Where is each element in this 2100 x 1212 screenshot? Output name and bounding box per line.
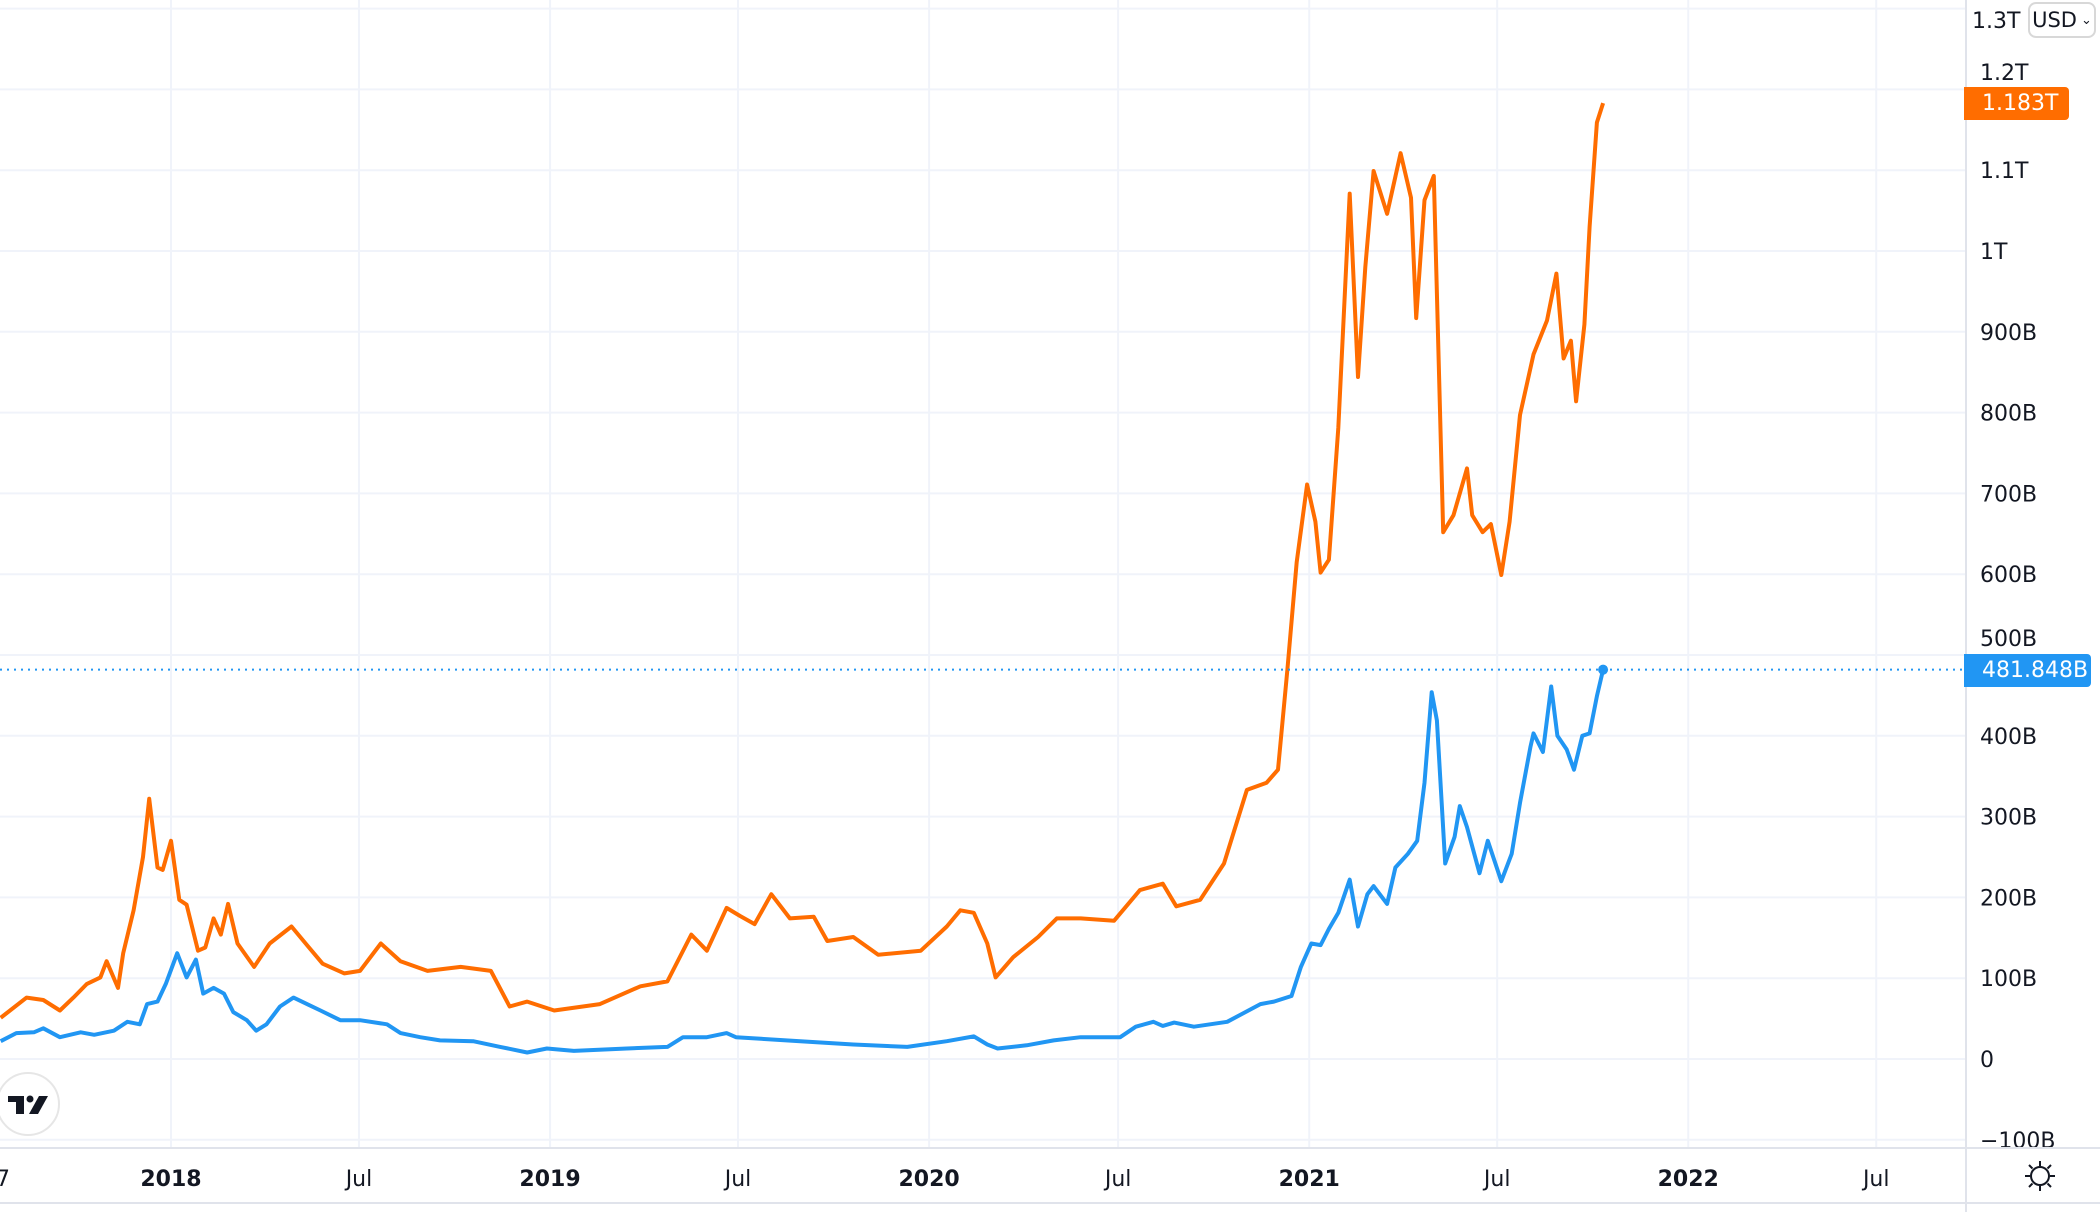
orange-last-value: 1.183T: [1982, 91, 2059, 117]
y-tick-label: 400B: [1980, 725, 2037, 750]
chevron-down-icon: ⌄: [2080, 12, 2092, 28]
series-layer: [0, 102, 1966, 1055]
x-tick-label: Jul: [723, 1167, 752, 1192]
y-tick-label: 200B: [1980, 886, 2037, 911]
y-tick-label: 1.1T: [1980, 159, 2029, 184]
orange-last-value-label: 1.183T: [1964, 87, 2069, 121]
y-tick-label: 1.3T: [1972, 9, 2021, 34]
settings-icon[interactable]: [2022, 1158, 2058, 1194]
blue-series-line: [0, 669, 1606, 1055]
y-tick-label: 800B: [1980, 402, 2037, 427]
x-tick-label: Jul: [1103, 1167, 1132, 1192]
x-tick-label: 2019: [519, 1167, 580, 1192]
x-tick-label: 2020: [898, 1167, 959, 1192]
y-tick-label: −100B: [1980, 1129, 2056, 1154]
blue-last-value: 481.848B: [1982, 657, 2089, 683]
grid: [0, 0, 1966, 1148]
last-point-marker: [1598, 664, 1609, 675]
tradingview-logo-icon: [8, 1095, 48, 1114]
y-tick-label: 900B: [1980, 321, 2037, 346]
tradingview-logo[interactable]: [0, 1072, 60, 1136]
y-tick-label: 700B: [1980, 482, 2037, 507]
x-tick-label: Jul: [1861, 1167, 1890, 1192]
x-tick-label: 2021: [1279, 1167, 1340, 1192]
blue-last-value-label: 481.848B: [1964, 653, 2091, 687]
y-tick-label: 300B: [1980, 806, 2037, 831]
y-axis: 1.3T 1.2T 1.1T 1T 900B 800B 700B 600B 500B 400B 30…: [1972, 9, 2056, 1154]
currency-label: USD: [2032, 8, 2077, 32]
orange-series-line: [0, 102, 1606, 1020]
time-axis[interactable]: 7 2018 Jul 2019 Jul 2020 Jul 2021 Jul 2022 Jul: [0, 1167, 1889, 1192]
currency-selector[interactable]: USD ⌄: [2028, 2, 2096, 38]
y-tick-label: 100B: [1980, 967, 2037, 992]
y-tick-label: 600B: [1980, 563, 2037, 588]
y-tick-label: 1T: [1980, 240, 2008, 265]
y-tick-label: 500B: [1980, 627, 2037, 652]
x-tick-label: Jul: [344, 1167, 373, 1192]
y-tick-label: 1.2T: [1980, 61, 2029, 86]
x-tick-label: 2022: [1658, 1167, 1719, 1192]
x-tick-label: 2018: [140, 1167, 201, 1192]
x-tick-label: 7: [0, 1167, 10, 1192]
y-tick-label: 0: [1980, 1048, 1994, 1073]
x-tick-label: Jul: [1482, 1167, 1511, 1192]
